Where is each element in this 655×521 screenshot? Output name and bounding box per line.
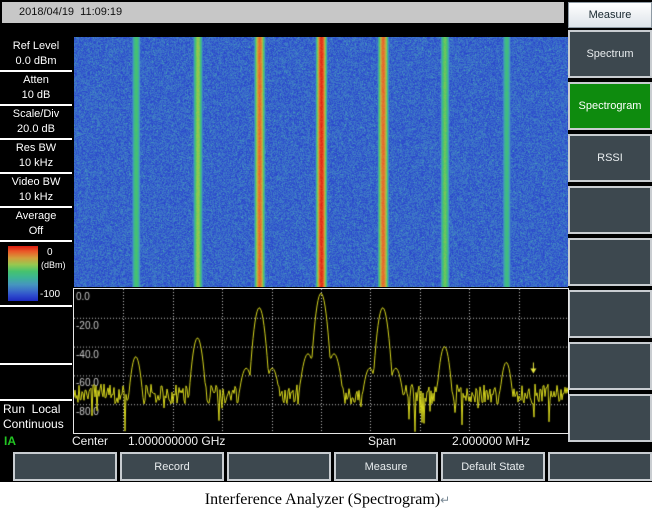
- paragraph-return-mark: ↵: [440, 493, 451, 507]
- param-atten[interactable]: Atten 10 dB: [0, 72, 72, 106]
- caption-text: Interference Analyzer (Spectrogram): [204, 491, 441, 508]
- softkey-menu-title-label: Measure: [588, 9, 632, 21]
- param-average[interactable]: Average Off: [0, 208, 72, 242]
- colorbar-max-label: 0: [47, 247, 53, 258]
- colorbar-min-label: -100: [40, 289, 61, 300]
- softkey-rssi[interactable]: RSSI: [568, 134, 652, 182]
- span-value: 2.000000 MHz: [452, 434, 531, 448]
- bottom-key-blank-1[interactable]: [13, 452, 117, 481]
- colorbar-unit-label: (dBm): [41, 260, 66, 270]
- param-video-bw[interactable]: Video BW 10 kHz: [0, 174, 72, 208]
- softkey-menu-title: Measure: [568, 2, 652, 28]
- center-freq-value: 1.000000000 GHz: [128, 434, 226, 448]
- param-ref-level[interactable]: Ref Level 0.0 dBm: [0, 38, 72, 72]
- spectrogram-plot: [74, 37, 568, 287]
- run-state: Run Local Continuous: [3, 402, 64, 432]
- bottom-key-default-state[interactable]: Default State: [441, 452, 545, 481]
- spectrum-plot-frame: [73, 288, 569, 434]
- bottom-key-blank-2[interactable]: [227, 452, 331, 481]
- amplitude-colorbar: 0 (dBm) -100: [0, 243, 72, 307]
- softkey-blank-5[interactable]: [568, 394, 652, 442]
- spectrum-plot: [74, 289, 568, 433]
- colorbar-gradient: [8, 246, 38, 301]
- bottom-key-measure[interactable]: Measure: [334, 452, 438, 481]
- datetime-bar: 2018/04/19 11:09:19: [2, 2, 564, 23]
- bottom-key-record[interactable]: Record: [120, 452, 224, 481]
- blank-panel-2: [0, 367, 72, 401]
- softkey-blank-2[interactable]: [568, 238, 652, 286]
- span-label: Span: [368, 434, 397, 448]
- mode-indicator: IA: [4, 434, 16, 448]
- softkey-spectrum[interactable]: Spectrum: [568, 30, 652, 78]
- run-state-line2: Continuous: [3, 417, 64, 431]
- center-freq-label: Center: [72, 434, 109, 448]
- softkey-blank-3[interactable]: [568, 290, 652, 338]
- analyzer-screen: 2018/04/19 11:09:19 Measure Spectrum Spe…: [0, 0, 652, 482]
- softkey-blank-4[interactable]: [568, 342, 652, 390]
- param-res-bw[interactable]: Res BW 10 kHz: [0, 140, 72, 174]
- softkey-blank-1[interactable]: [568, 186, 652, 234]
- run-state-line1: Run Local: [3, 402, 61, 416]
- figure-caption: Interference Analyzer (Spectrogram)↵: [0, 491, 655, 509]
- param-scale-div[interactable]: Scale/Div 20.0 dB: [0, 106, 72, 140]
- blank-panel-1: [0, 309, 72, 365]
- timestamp: 2018/04/19 11:09:19: [19, 6, 123, 18]
- bottom-key-blank-3[interactable]: [548, 452, 652, 481]
- softkey-spectrogram[interactable]: Spectrogram: [568, 82, 652, 130]
